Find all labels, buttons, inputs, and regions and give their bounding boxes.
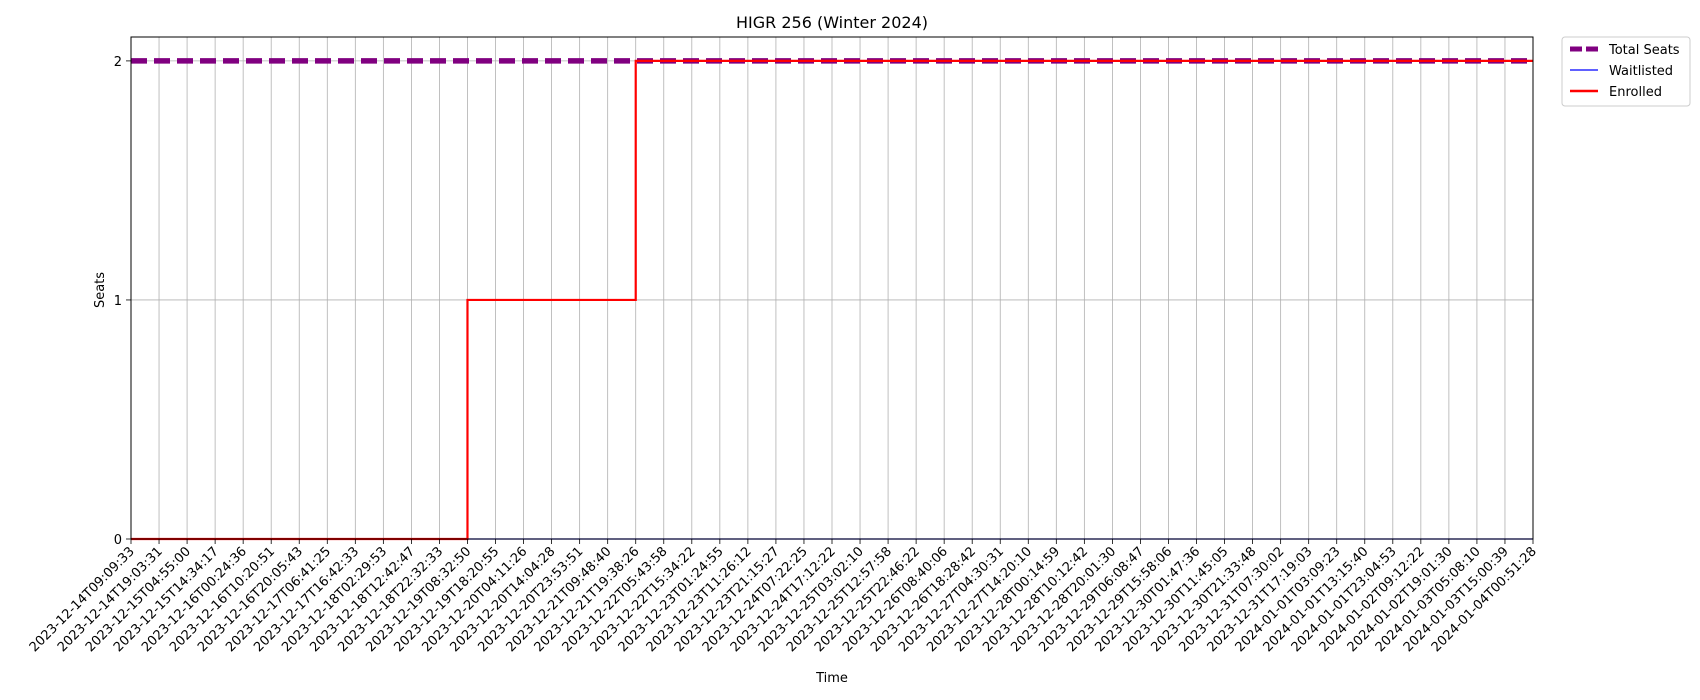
- chart-title: HIGR 256 (Winter 2024): [736, 13, 928, 32]
- x-axis-label: Time: [815, 671, 848, 686]
- x-axis-ticks: 2023-12-14T09:09:332023-12-14T19:03:3120…: [27, 539, 1540, 655]
- y-axis-ticks: 0 1 2: [114, 55, 131, 548]
- y-tick-label: 2: [114, 55, 122, 70]
- legend: Total Seats Waitlisted Enrolled: [1561, 36, 1691, 107]
- y-tick-label: 0: [114, 533, 122, 548]
- y-axis-label: Seats: [93, 272, 108, 308]
- y-tick-label: 1: [114, 294, 122, 309]
- legend-label-total-seats: Total Seats: [1608, 43, 1680, 58]
- legend-label-waitlisted: Waitlisted: [1609, 64, 1673, 79]
- legend-box: [1561, 36, 1691, 107]
- grid-lines: [130, 37, 1534, 540]
- legend-label-enrolled: Enrolled: [1609, 85, 1662, 100]
